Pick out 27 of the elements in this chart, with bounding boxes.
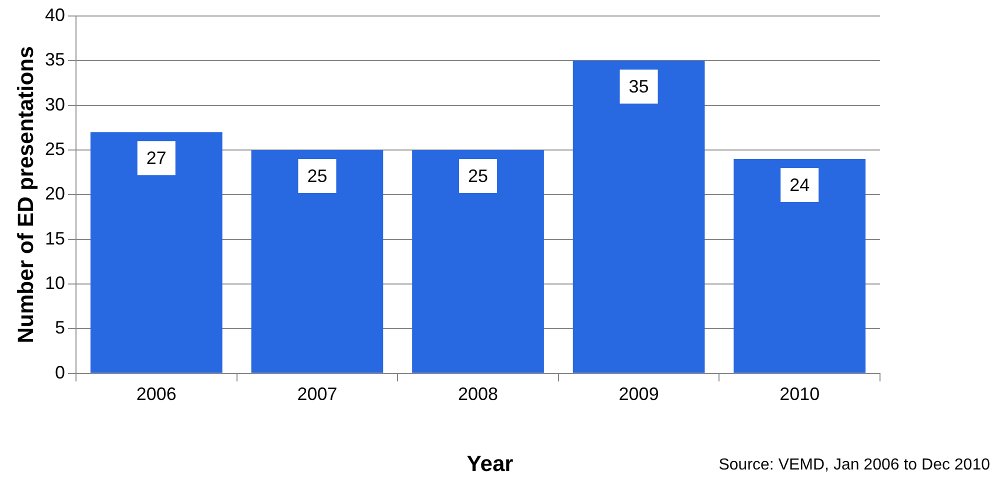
- y-tick-label: 5: [55, 318, 66, 338]
- x-tick-label: 2008: [458, 384, 498, 404]
- data-label: 25: [468, 166, 488, 186]
- y-tick-label: 40: [44, 4, 66, 25]
- x-tick-label: 2010: [780, 384, 820, 404]
- y-tick-label: 10: [44, 273, 66, 294]
- bar: [412, 150, 544, 373]
- x-tick-label: 2007: [297, 384, 338, 404]
- source-note: Source: VEMD, Jan 2006 to Dec 2010: [718, 456, 990, 474]
- bar: [572, 60, 705, 373]
- y-tick-label: 25: [44, 138, 66, 159]
- y-axis-title: Number of ED presentations: [13, 46, 38, 344]
- y-tick-label: 30: [44, 94, 66, 114]
- bar: [251, 150, 384, 373]
- y-tick-label: 15: [44, 228, 66, 248]
- x-tick-label: 2006: [136, 384, 176, 404]
- bar: [90, 132, 222, 373]
- data-label: 25: [307, 166, 328, 186]
- data-label: 35: [628, 76, 649, 97]
- y-tick-label: 0: [55, 362, 66, 382]
- bar: [734, 158, 866, 373]
- data-label: 27: [146, 148, 166, 168]
- x-axis-title: Year: [466, 451, 514, 476]
- data-label: 24: [790, 174, 810, 195]
- y-tick-label: 35: [44, 50, 66, 70]
- y-tick-label: 20: [44, 184, 66, 204]
- x-tick-label: 2009: [618, 384, 659, 404]
